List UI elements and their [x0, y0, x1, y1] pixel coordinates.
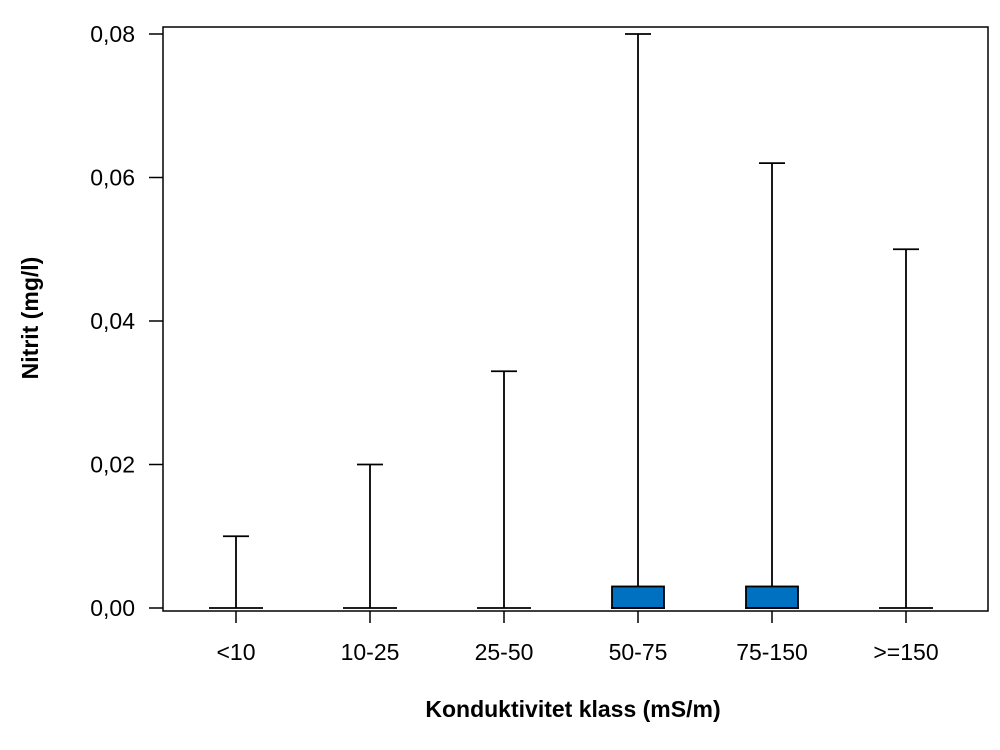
y-axis: 0,00 0,02 0,04 0,06 0,08 — [90, 21, 163, 621]
x-tick-label: 75-150 — [736, 639, 808, 665]
box-5 — [745, 162, 799, 609]
y-tick-label: 0,02 — [90, 452, 135, 478]
plot-frame — [162, 26, 989, 612]
y-tick-label: 0,08 — [90, 21, 135, 47]
y-axis-title: Nitrit (mg/l) — [17, 257, 43, 380]
y-tick-label: 0,06 — [90, 165, 135, 191]
x-tick-label: 50-75 — [609, 639, 668, 665]
box-3 — [477, 370, 531, 609]
box-iqr — [745, 585, 799, 609]
y-tick-label: 0,04 — [90, 308, 135, 334]
box-4 — [611, 33, 665, 609]
box-1 — [209, 535, 263, 609]
x-tick-label: <10 — [216, 639, 255, 665]
y-tick-label: 0,00 — [90, 595, 135, 621]
x-tick-label: 25-50 — [475, 639, 534, 665]
x-axis-title: Konduktivitet klass (mS/m) — [425, 696, 720, 722]
x-tick-label: >=150 — [873, 639, 938, 665]
box-2 — [343, 463, 397, 609]
box-6 — [879, 248, 933, 609]
box-iqr — [611, 585, 665, 609]
boxes — [209, 33, 933, 609]
x-tick-label: 10-25 — [341, 639, 400, 665]
x-axis: <10 10-25 25-50 50-75 75-150 >=150 — [216, 611, 939, 665]
